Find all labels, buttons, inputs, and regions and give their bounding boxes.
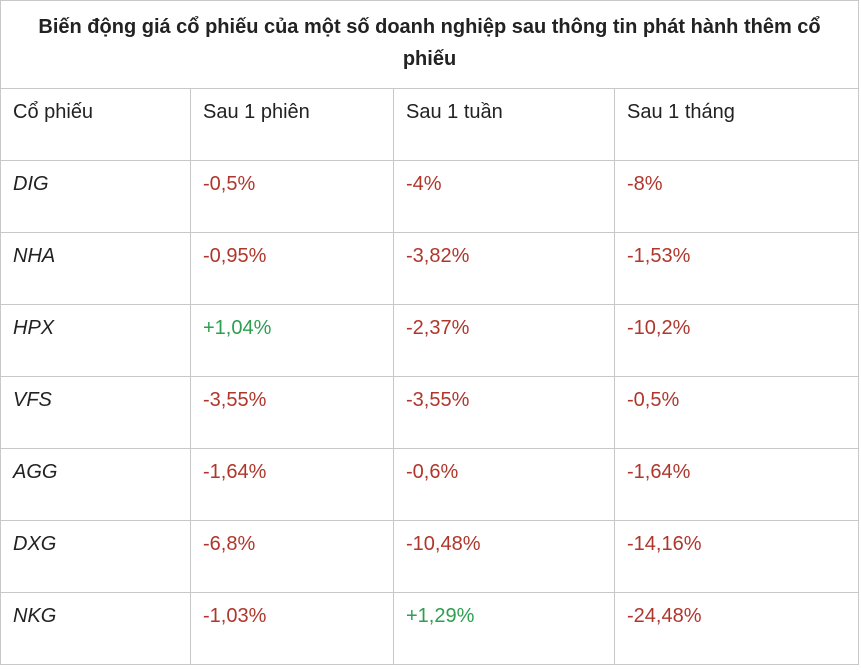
header-cell: Sau 1 tháng [613, 88, 860, 161]
data-row: HPX +1,04% -2,37% -10,2% [0, 304, 860, 377]
data-row: NKG -1,03% +1,29% -24,48% [0, 592, 860, 665]
stock-code: NHA [0, 232, 191, 305]
change-cell: -1,03% [190, 592, 394, 665]
data-row: DIG -0,5% -4% -8% [0, 160, 860, 233]
change-cell: -1,64% [613, 448, 860, 521]
data-row: DXG -6,8% -10,48% -14,16% [0, 520, 860, 593]
change-cell: -3,55% [190, 376, 394, 449]
stock-code: VFS [0, 376, 191, 449]
stock-code: AGG [0, 448, 191, 521]
change-cell: -2,37% [393, 304, 615, 377]
change-cell: -0,5% [613, 376, 860, 449]
change-cell: -3,55% [393, 376, 615, 449]
stock-code: DIG [0, 160, 191, 233]
stock-code: NKG [0, 592, 191, 665]
change-cell: -14,16% [613, 520, 860, 593]
table-body: Cổ phiếu Sau 1 phiên Sau 1 tuần Sau 1 tháng… [0, 88, 860, 665]
change-cell: -6,8% [190, 520, 394, 593]
data-row: NHA -0,95% -3,82% -1,53% [0, 232, 860, 305]
change-cell: -4% [393, 160, 615, 233]
data-row: VFS -3,55% -3,55% -0,5% [0, 376, 860, 449]
change-cell: -1,53% [613, 232, 860, 305]
header-cell: Sau 1 phiên [190, 88, 394, 161]
change-cell: -3,82% [393, 232, 615, 305]
data-row: AGG -1,64% -0,6% -1,64% [0, 448, 860, 521]
change-cell: -0,5% [190, 160, 394, 233]
header-row: Cổ phiếu Sau 1 phiên Sau 1 tuần Sau 1 tháng [0, 88, 860, 161]
change-cell: -24,48% [613, 592, 860, 665]
change-cell: -10,48% [393, 520, 615, 593]
change-cell: -0,95% [190, 232, 394, 305]
header-cell: Cổ phiếu [0, 88, 191, 161]
title-row: Biến động giá cổ phiếu của một số doanh … [0, 0, 860, 89]
change-cell: +1,29% [393, 592, 615, 665]
change-cell: +1,04% [190, 304, 394, 377]
stock-code: HPX [0, 304, 191, 377]
header-cell: Sau 1 tuần [393, 88, 615, 161]
stock-code: DXG [0, 520, 191, 593]
change-cell: -8% [613, 160, 860, 233]
change-cell: -10,2% [613, 304, 860, 377]
table-title: Biến động giá cổ phiếu của một số doanh … [0, 0, 860, 89]
change-cell: -0,6% [393, 448, 615, 521]
change-cell: -1,64% [190, 448, 394, 521]
